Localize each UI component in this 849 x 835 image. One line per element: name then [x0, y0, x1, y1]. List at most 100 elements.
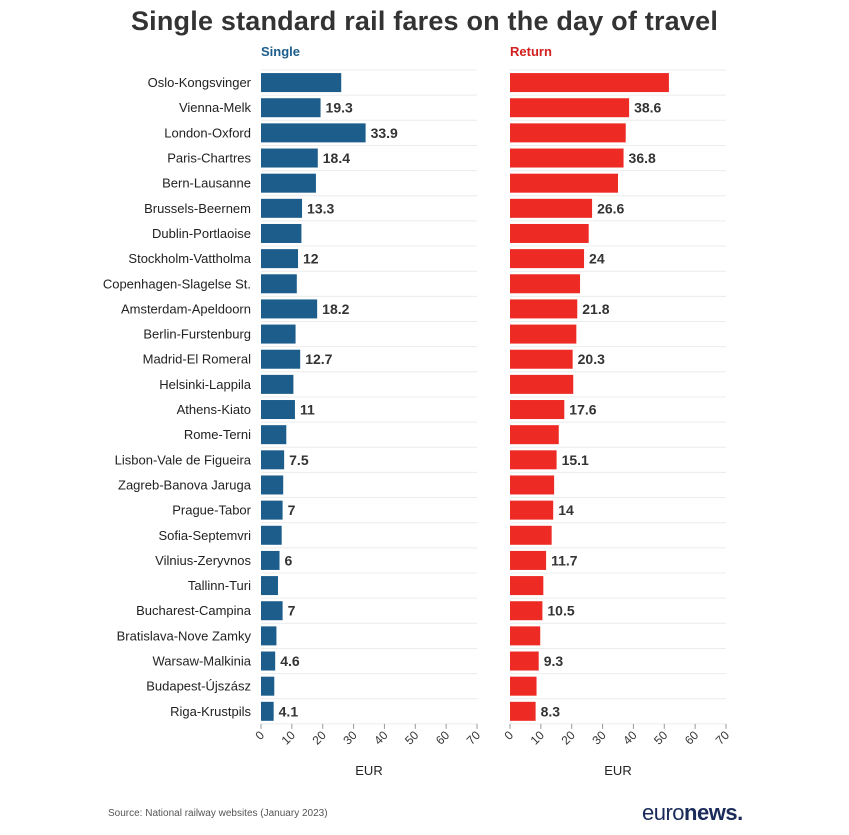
- single-bar: [261, 525, 282, 545]
- x-tick-label: 20: [558, 728, 578, 748]
- category-label: Bratislava-Nove Zamky: [117, 628, 252, 643]
- x-tick-label: 0: [501, 728, 516, 743]
- category-label: Rome-Terni: [184, 427, 251, 442]
- return-bar: [510, 123, 626, 143]
- x-tick-label: 0: [252, 728, 267, 743]
- category-label: Stockholm-Vattholma: [128, 251, 251, 266]
- return-series-label: Return: [510, 44, 552, 59]
- single-value-label: 18.4: [323, 150, 350, 166]
- category-label: Zagreb-Banova Jaruga: [118, 477, 252, 492]
- category-label: Riga-Krustpils: [170, 704, 251, 719]
- category-label: Tallinn-Turi: [188, 578, 251, 593]
- return-bar: [510, 324, 577, 344]
- return-value-label: 10.5: [547, 603, 574, 619]
- category-label: Warsaw-Malkinia: [153, 654, 252, 669]
- return-bar: [510, 601, 543, 621]
- chart-title: Single standard rail fares on the day of…: [130, 6, 719, 36]
- category-label: Lisbon-Vale de Figueira: [115, 452, 252, 467]
- single-bar: [261, 550, 280, 570]
- x-tick-label: 10: [279, 728, 299, 748]
- return-bar: [510, 525, 552, 545]
- return-bar: [510, 98, 630, 118]
- category-label: Helsinki-Lappila: [159, 377, 252, 392]
- return-bar: [510, 550, 547, 570]
- return-bar: [510, 223, 589, 243]
- category-label: Oslo-Kongsvinger: [148, 75, 252, 90]
- return-bar: [510, 349, 573, 369]
- single-bar: [261, 400, 295, 420]
- x-tick-label: 10: [528, 728, 548, 748]
- single-bar: [261, 450, 285, 470]
- single-bar: [261, 475, 284, 495]
- single-bar: [261, 223, 302, 243]
- single-value-label: 11: [300, 402, 315, 418]
- return-bar: [510, 425, 559, 445]
- single-bar: [261, 198, 303, 218]
- x-tick-label: 20: [309, 728, 329, 748]
- single-bar: [261, 626, 277, 646]
- return-bar: [510, 148, 624, 168]
- single-value-label: 4.1: [279, 703, 299, 719]
- category-label: Vilnius-Zeryvnos: [155, 553, 251, 568]
- single-bar: [261, 173, 316, 193]
- chart: Oslo-Kongsvinger Vienna-Melk London-Oxford…: [103, 44, 733, 778]
- return-value-label: 38.6: [634, 100, 661, 116]
- single-value-label: 33.9: [371, 125, 398, 141]
- category-label: Budapest-Újszász: [146, 679, 251, 694]
- category-label: Paris-Chartres: [167, 151, 251, 166]
- single-value-label: 4.6: [280, 653, 300, 669]
- single-bar: [261, 299, 318, 319]
- return-value-label: 21.8: [582, 301, 609, 317]
- x-axis-title: EUR: [355, 763, 382, 778]
- return-bar: [510, 626, 541, 646]
- return-value-label: 24: [589, 251, 605, 267]
- single-bar: [261, 249, 299, 269]
- x-tick-label: 40: [620, 728, 640, 748]
- category-label: Copenhagen-Slagelse St.: [103, 276, 251, 291]
- x-tick-label: 50: [402, 728, 422, 748]
- return-bar: [510, 274, 581, 294]
- euronews-logo: euronews.: [642, 800, 743, 825]
- x-tick-label: 70: [713, 728, 733, 748]
- single-bar: [261, 148, 318, 168]
- return-bar: [510, 374, 574, 394]
- single-value-label: 18.2: [322, 301, 349, 317]
- return-panel: Return 0 10 20 30 40 50 60 70 EUR 38.6 36.8 26.6 24 21…: [501, 44, 732, 778]
- x-tick-label: 30: [340, 728, 360, 748]
- category-labels: Oslo-Kongsvinger Vienna-Melk London-Oxford…: [103, 75, 252, 719]
- return-value-label: 17.6: [569, 402, 596, 418]
- category-label: Bern-Lausanne: [162, 176, 251, 191]
- return-bar: [510, 73, 669, 93]
- category-label: Brussels-Beernem: [144, 201, 251, 216]
- return-value-label: 15.1: [562, 452, 589, 468]
- return-bar: [510, 676, 537, 696]
- single-bar: [261, 425, 287, 445]
- x-tick-label: 30: [589, 728, 609, 748]
- category-label: Dublin-Portlaoise: [152, 226, 251, 241]
- x-tick-label: 60: [682, 728, 702, 748]
- category-label: Vienna-Melk: [179, 100, 252, 115]
- return-bar: [510, 576, 544, 596]
- single-bar: [261, 123, 366, 143]
- single-value-label: 7: [288, 603, 296, 619]
- single-bar: [261, 500, 283, 520]
- single-bar: [261, 651, 276, 671]
- single-value-label: 12: [303, 251, 319, 267]
- category-label: Bucharest-Campina: [136, 603, 252, 618]
- return-value-label: 9.3: [544, 653, 564, 669]
- single-value-label: 12.7: [305, 351, 332, 367]
- single-bar: [261, 601, 283, 621]
- single-bar: [261, 98, 321, 118]
- return-value-label: 11.7: [551, 552, 578, 568]
- x-tick-label: 40: [371, 728, 391, 748]
- single-bar: [261, 701, 274, 721]
- category-label: London-Oxford: [164, 125, 251, 140]
- x-tick-label: 60: [433, 728, 453, 748]
- single-value-label: 7: [288, 502, 296, 518]
- return-bar: [510, 400, 565, 420]
- single-bar: [261, 324, 296, 344]
- single-bar: [261, 676, 275, 696]
- return-bar: [510, 475, 555, 495]
- return-bar: [510, 249, 585, 269]
- return-bar: [510, 701, 536, 721]
